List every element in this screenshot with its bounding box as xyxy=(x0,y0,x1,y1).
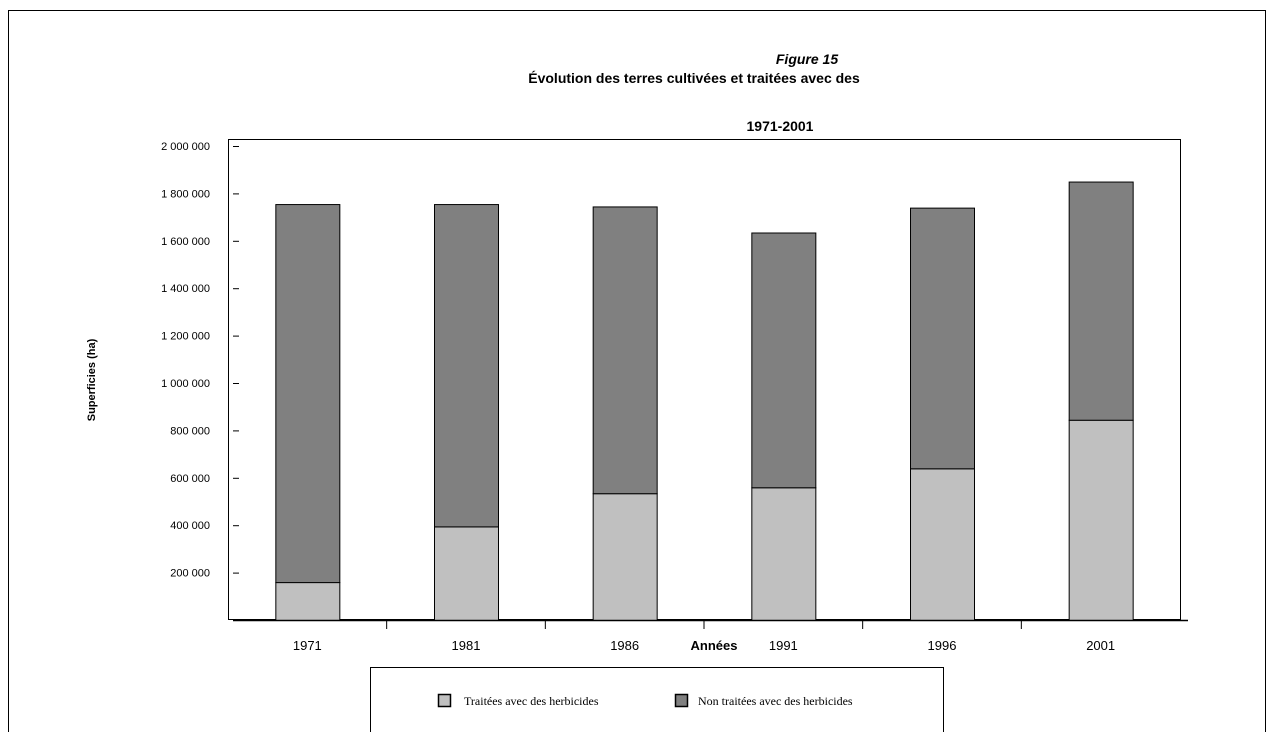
bar-treated xyxy=(1068,419,1134,621)
x-tick-label: 1971 xyxy=(293,638,322,653)
figure-label: Figure 15 xyxy=(776,51,838,67)
y-tick-label: 1 200 000 xyxy=(161,331,210,343)
legend-swatch-untreated xyxy=(674,693,689,708)
bar-untreated xyxy=(751,232,817,489)
bar-untreated xyxy=(275,204,341,584)
bar-untreated xyxy=(434,204,499,528)
y-tick-label: 1 400 000 xyxy=(161,283,210,295)
bar-treated xyxy=(275,582,341,622)
legend-label-untreated: Non traitées avec des herbicides xyxy=(698,694,853,708)
y-tick-label: 400 000 xyxy=(170,520,210,532)
bar-untreated xyxy=(592,206,658,495)
y-axis-title: Superficies (ha) xyxy=(86,338,98,421)
x-tick-label: 1991 xyxy=(769,638,798,653)
y-tick-label: 2 000 000 xyxy=(161,141,210,153)
legend-swatch-treated xyxy=(437,693,452,708)
y-tick-label: 1 800 000 xyxy=(161,188,210,200)
legend-item-treated: Traitées avec des herbicides xyxy=(437,693,599,708)
x-tick-label: 1981 xyxy=(452,638,481,653)
bar-treated xyxy=(751,487,817,621)
bar-treated xyxy=(434,526,499,622)
chart-title: Évolution des terres cultivées et traité… xyxy=(528,70,860,86)
legend-label-treated: Traitées avec des herbicides xyxy=(464,694,599,708)
bar-untreated xyxy=(1068,181,1134,421)
bar-untreated xyxy=(910,207,975,470)
x-tick-label: 2001 xyxy=(1086,638,1115,653)
x-tick-label: 1986 xyxy=(610,638,639,653)
plot-area xyxy=(228,139,1181,620)
x-axis-title: Années xyxy=(691,638,738,653)
y-tick-label: 200 000 xyxy=(170,568,210,580)
legend-box xyxy=(370,667,944,732)
y-tick-label: 1 600 000 xyxy=(161,236,210,248)
bar-treated xyxy=(592,493,658,621)
x-tick-label: 1996 xyxy=(928,638,957,653)
legend-item-untreated: Non traitées avec des herbicides xyxy=(674,693,853,708)
chart-subtitle: 1971-2001 xyxy=(747,118,814,134)
bar-treated xyxy=(910,468,975,621)
y-tick-label: 1 000 000 xyxy=(161,378,210,390)
y-tick-label: 800 000 xyxy=(170,425,210,437)
y-tick-label: 600 000 xyxy=(170,473,210,485)
